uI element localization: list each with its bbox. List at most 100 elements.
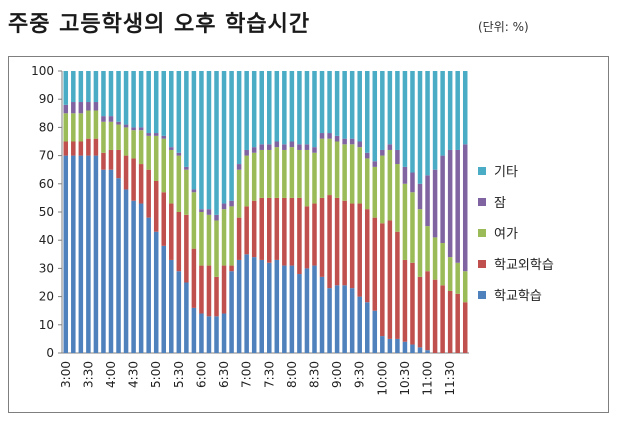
legend-label: 여가: [494, 227, 518, 242]
bar-segment: [447, 71, 453, 150]
bar-segment: [191, 71, 197, 190]
bar-segment: [169, 203, 174, 260]
chart-title: 주중 고등학생의 오후 학습시간: [8, 12, 311, 37]
bar-segment: [259, 71, 264, 145]
bar-segment: [169, 149, 174, 204]
bar-segment: [342, 285, 347, 353]
bar-segment: [387, 144, 393, 150]
x-tick-label: 11:00: [421, 361, 435, 396]
bar-segment: [334, 135, 340, 142]
x-tick-label: 6:00: [194, 361, 208, 388]
bar-segment: [116, 121, 121, 125]
x-tick-label: 3:30: [81, 361, 95, 388]
bar-segment: [289, 71, 295, 142]
bar-segment: [327, 71, 332, 134]
y-tick-label: 0: [46, 346, 54, 360]
bar-segment: [425, 175, 430, 227]
bar-segment: [146, 135, 151, 170]
x-tick-label: 5:00: [149, 361, 163, 388]
bar-segment: [101, 121, 106, 153]
bar-segment: [327, 138, 332, 196]
bar-segment: [319, 138, 325, 198]
bar-segment: [372, 310, 378, 353]
bar-segment: [304, 206, 310, 269]
bar-segment: [161, 192, 167, 246]
bar-segment: [108, 149, 114, 170]
bar-segment: [349, 71, 355, 139]
bar-segment: [440, 243, 445, 286]
bar-segment: [86, 71, 91, 103]
bar-segment: [387, 338, 393, 353]
bar-segment: [372, 161, 378, 167]
bar-segment: [402, 166, 408, 184]
bar-segment: [214, 276, 219, 317]
legend-swatch: [478, 290, 486, 299]
bar-segment: [327, 195, 332, 289]
bar-segment: [176, 212, 182, 272]
bar-segment: [191, 192, 197, 249]
bar-segment: [455, 71, 460, 150]
bar-segment: [289, 147, 295, 198]
bar-segment: [327, 133, 332, 139]
y-tick-label: 60: [39, 177, 54, 191]
bar-segment: [206, 316, 212, 353]
legend-item: 여가: [478, 220, 554, 245]
y-tick-label: 90: [39, 92, 54, 106]
bar-segment: [251, 71, 257, 148]
x-tick-label: 7:30: [262, 361, 276, 388]
bar-segment: [402, 341, 408, 353]
bar-segment: [176, 155, 182, 212]
bar-segment: [146, 217, 151, 353]
bar-segment: [161, 135, 167, 139]
bar-segment: [123, 189, 129, 353]
bar-segment: [357, 296, 362, 353]
bar-segment: [153, 180, 159, 232]
bar-segment: [395, 164, 400, 232]
bar-segment: [364, 152, 370, 159]
bar-segment: [349, 138, 355, 145]
unit-note: (단위: %): [478, 20, 529, 34]
bar-segment: [372, 166, 378, 218]
bar-segment: [297, 71, 302, 145]
bar-segment: [417, 183, 423, 210]
legend-item: 기타: [478, 158, 554, 183]
bar-segment: [417, 276, 423, 348]
bar-segment: [101, 169, 106, 353]
bar-segment: [312, 203, 317, 266]
bar-segment: [236, 259, 242, 353]
bar-segment: [108, 116, 114, 122]
bar-segment: [138, 127, 144, 131]
bar-segment: [334, 141, 340, 198]
bar-segment: [236, 217, 242, 260]
bar-segment: [349, 288, 355, 353]
x-tick-label: 11:30: [443, 361, 457, 396]
bar-segment: [86, 110, 91, 139]
bar-segment: [63, 104, 69, 114]
bar-segment: [447, 149, 453, 258]
bar-segment: [244, 155, 249, 207]
bar-segment: [274, 71, 280, 142]
bar-segment: [357, 203, 362, 297]
bar-segment: [176, 271, 182, 353]
legend-label: 학교학습: [494, 289, 542, 304]
bar-segment: [364, 158, 370, 210]
bar-segment: [131, 71, 136, 128]
bar-segment: [229, 200, 234, 207]
bar-segment: [267, 149, 272, 198]
legend-label: 잠: [494, 196, 506, 211]
bar-segment: [334, 197, 340, 286]
bar-segment: [138, 164, 144, 204]
bar-segment: [259, 259, 264, 353]
bar-segment: [244, 71, 249, 150]
bar-segment: [395, 149, 400, 165]
bar-segment: [63, 141, 69, 156]
bar-segment: [123, 155, 129, 190]
bar-segment: [425, 350, 430, 353]
bar-segment: [146, 71, 151, 134]
bar-segment: [282, 265, 287, 353]
bar-segment: [93, 110, 99, 139]
bar-segment: [169, 147, 174, 150]
bar-segment: [108, 71, 114, 117]
bar-segment: [395, 338, 400, 353]
bar-segment: [153, 133, 159, 136]
